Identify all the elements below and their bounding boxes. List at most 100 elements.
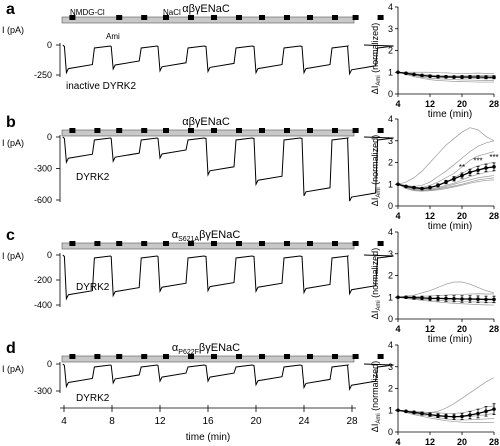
x-tick-label: 28 (489, 437, 499, 446)
x-tick-label: 20 (457, 324, 467, 334)
y-tick-label: 4 (388, 2, 393, 12)
mean-point (468, 170, 472, 175)
ami-marker (307, 354, 313, 359)
mean-point (436, 183, 440, 188)
ylabel-sub: Ami (376, 75, 382, 85)
x-tick-label: 12 (425, 211, 435, 221)
panel-title: αβγENaC (182, 3, 230, 15)
mean-point (460, 173, 464, 178)
mean-point (468, 297, 472, 301)
ami-marker (69, 128, 76, 133)
mean-point (404, 184, 408, 189)
mean-point (476, 297, 480, 302)
mean-point (420, 411, 424, 416)
mean-point (428, 74, 432, 78)
ylabel-rest: (normalized) (370, 23, 380, 76)
time-axis-tick-label: 20 (250, 416, 262, 427)
x-tick-label: 28 (489, 324, 499, 334)
nacl-marker (141, 15, 148, 20)
ami-marker (259, 15, 265, 20)
y-tick-label: 2 (388, 158, 393, 168)
trace-tick-label: -200 (34, 275, 52, 285)
nacl-marker (188, 128, 194, 133)
x-tick-label: 12 (425, 99, 435, 109)
x-axis-label: time (min) (428, 109, 472, 120)
ami-marker (116, 241, 123, 246)
panel-title: αβγENaC (182, 116, 230, 128)
ami-marker (163, 15, 169, 20)
mean-point (492, 407, 496, 411)
ami-marker (307, 128, 313, 133)
nacl-marker (377, 241, 384, 246)
ami-marker (352, 15, 359, 20)
ami-label: Ami (106, 32, 120, 41)
ami-marker (211, 241, 217, 246)
individual-line (397, 281, 495, 298)
mean-point (484, 166, 488, 170)
trace-tick-label: -250 (34, 70, 52, 80)
nacl-marker (94, 128, 101, 133)
mean-point (492, 165, 496, 169)
title-main: α (172, 229, 179, 241)
mean-point (436, 413, 440, 418)
nacl-marker (377, 128, 384, 133)
y-axis-label: ΔIAmi (normalized) (370, 23, 382, 94)
mean-point (436, 74, 440, 79)
individual-line (398, 71, 494, 74)
title-main: αβγENaC (182, 3, 230, 15)
x-tick-label: 4 (395, 211, 400, 221)
ylabel-main: ΔI (370, 198, 380, 207)
nmdg-label: NMDG-Cl (70, 8, 105, 17)
title-sub: P622F (178, 349, 199, 356)
mean-point (492, 297, 496, 302)
trace-tick-label: 0 (47, 359, 52, 369)
ami-marker (307, 15, 313, 20)
y-tick-label: 2 (388, 271, 393, 281)
mean-point (428, 412, 432, 417)
mean-point (412, 72, 416, 77)
nacl-marker (188, 241, 194, 246)
ami-marker (211, 354, 217, 359)
y-tick-label: 4 (388, 227, 393, 237)
y-tick-label: 4 (388, 114, 393, 124)
panel-letter: a (6, 1, 15, 18)
x-tick-label: 28 (489, 99, 499, 109)
mean-point (396, 182, 400, 187)
mean-point (452, 75, 456, 79)
mean-point (452, 414, 456, 419)
title-main: α (172, 342, 179, 354)
mean-point (484, 75, 488, 80)
nacl-marker (188, 15, 194, 20)
y-axis-label: ΔIAmi (normalized) (370, 135, 382, 206)
mean-point (428, 185, 432, 190)
individual-line (397, 377, 495, 413)
individual-line (397, 127, 495, 185)
mean-point (404, 295, 408, 300)
trace-time-axis: 4 8 12 16 20 24 28 time (min) (60, 405, 358, 443)
nacl-marker (94, 241, 101, 246)
y-axis-label: ΔIAmi (normalized) (370, 248, 382, 319)
y-tick-label: 3 (388, 136, 393, 146)
nacl-marker (236, 15, 242, 20)
significance-label: ** (459, 163, 465, 172)
individual-line (397, 177, 495, 192)
trace-tick-label: -300 (34, 164, 52, 174)
mean-point (460, 297, 464, 301)
mean-point (452, 296, 456, 301)
y-tick-label: 1 (388, 405, 393, 415)
ami-marker (116, 128, 123, 133)
trace-tick-label: -300 (34, 386, 52, 396)
y-tick-label: 4 (388, 340, 393, 350)
current-trace (62, 254, 394, 301)
ami-marker (116, 15, 123, 20)
current-trace (62, 136, 394, 202)
nacl-marker (236, 128, 242, 133)
panel-c: c αS621AβγENaC I (pA) 0 -200 -400 DYRK2 (2, 227, 394, 310)
nacl-marker (284, 15, 290, 20)
panel-letter: d (6, 340, 16, 357)
mean-point (444, 180, 448, 184)
mean-point (452, 177, 456, 181)
nacl-marker (332, 128, 338, 133)
mean-point (420, 186, 424, 191)
